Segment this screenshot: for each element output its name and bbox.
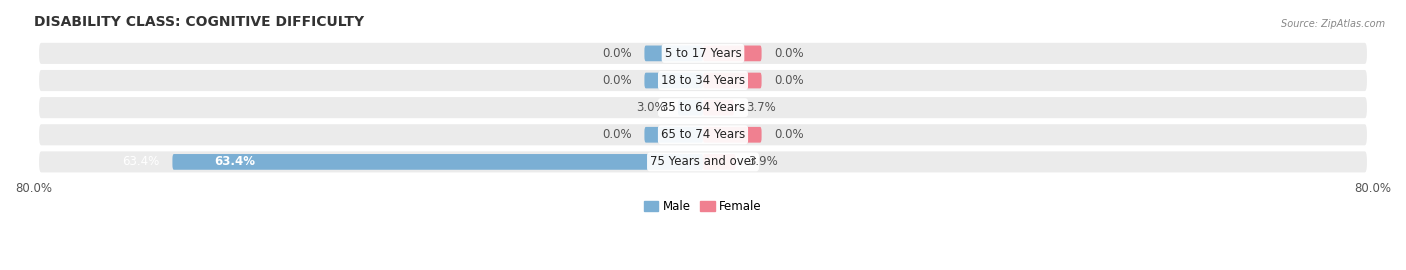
- FancyBboxPatch shape: [38, 42, 1368, 65]
- FancyBboxPatch shape: [38, 123, 1368, 147]
- FancyBboxPatch shape: [703, 100, 734, 116]
- FancyBboxPatch shape: [678, 100, 703, 116]
- Text: 63.4%: 63.4%: [122, 156, 160, 168]
- Text: 0.0%: 0.0%: [775, 128, 804, 141]
- Text: 65 to 74 Years: 65 to 74 Years: [661, 128, 745, 141]
- FancyBboxPatch shape: [703, 127, 762, 143]
- FancyBboxPatch shape: [703, 154, 735, 170]
- Legend: Male, Female: Male, Female: [640, 195, 766, 217]
- FancyBboxPatch shape: [644, 46, 703, 61]
- FancyBboxPatch shape: [38, 69, 1368, 92]
- FancyBboxPatch shape: [703, 73, 762, 88]
- FancyBboxPatch shape: [644, 127, 703, 143]
- FancyBboxPatch shape: [38, 96, 1368, 120]
- FancyBboxPatch shape: [173, 154, 703, 170]
- FancyBboxPatch shape: [38, 150, 1368, 174]
- Text: 0.0%: 0.0%: [602, 74, 631, 87]
- Text: 3.7%: 3.7%: [747, 101, 776, 114]
- Text: 0.0%: 0.0%: [602, 47, 631, 60]
- Text: 18 to 34 Years: 18 to 34 Years: [661, 74, 745, 87]
- Text: 0.0%: 0.0%: [775, 74, 804, 87]
- Text: 75 Years and over: 75 Years and over: [650, 156, 756, 168]
- FancyBboxPatch shape: [703, 46, 762, 61]
- Text: Source: ZipAtlas.com: Source: ZipAtlas.com: [1281, 19, 1385, 29]
- Text: 3.0%: 3.0%: [636, 101, 665, 114]
- Text: 3.9%: 3.9%: [748, 156, 778, 168]
- Text: 5 to 17 Years: 5 to 17 Years: [665, 47, 741, 60]
- Text: 0.0%: 0.0%: [775, 47, 804, 60]
- Text: 0.0%: 0.0%: [602, 128, 631, 141]
- Text: DISABILITY CLASS: COGNITIVE DIFFICULTY: DISABILITY CLASS: COGNITIVE DIFFICULTY: [34, 15, 364, 29]
- FancyBboxPatch shape: [644, 73, 703, 88]
- Text: 35 to 64 Years: 35 to 64 Years: [661, 101, 745, 114]
- Text: 63.4%: 63.4%: [214, 156, 256, 168]
